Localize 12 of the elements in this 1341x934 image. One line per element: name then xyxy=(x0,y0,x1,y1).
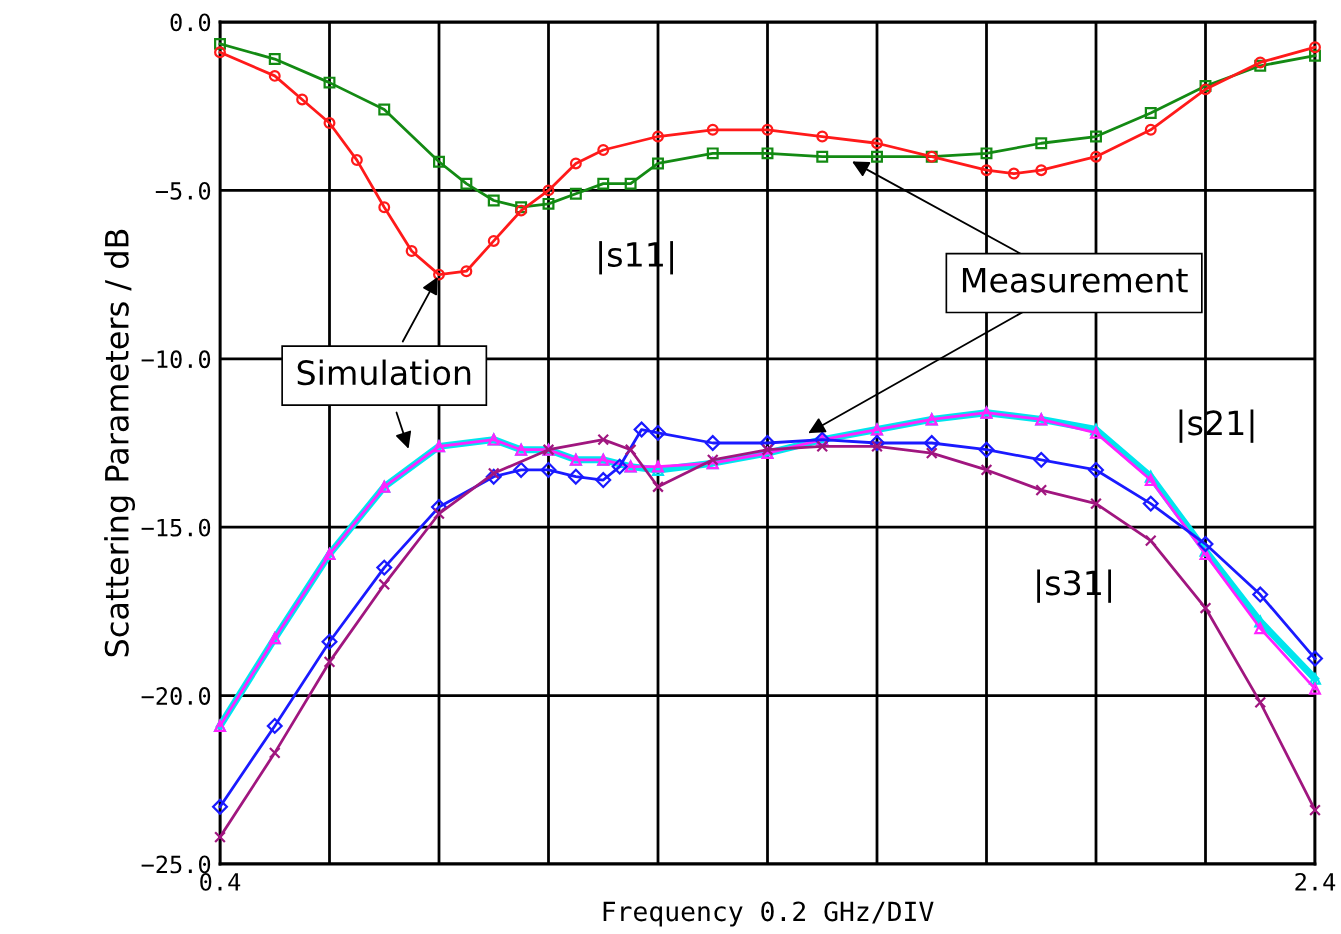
y-tick-label: 0.0 xyxy=(170,13,211,32)
annotation: Simulation xyxy=(297,359,471,386)
y-tick-label: −25.0 xyxy=(141,855,211,874)
y-tick-label: −10.0 xyxy=(141,350,211,369)
y-tick-label: −15.0 xyxy=(141,518,211,537)
x-axis-title: Frequency 0.2 GHz/DIV xyxy=(603,901,934,927)
y-tick-label: −5.0 xyxy=(155,181,211,200)
x-tick-label: 0.4 xyxy=(200,872,241,891)
annotation: Measurement xyxy=(962,267,1188,293)
x-tick-label: 2.4 xyxy=(1295,872,1336,891)
y-axis-title: Scattering Parameters / dB xyxy=(104,229,136,657)
y-tick-label: −20.0 xyxy=(141,687,211,705)
